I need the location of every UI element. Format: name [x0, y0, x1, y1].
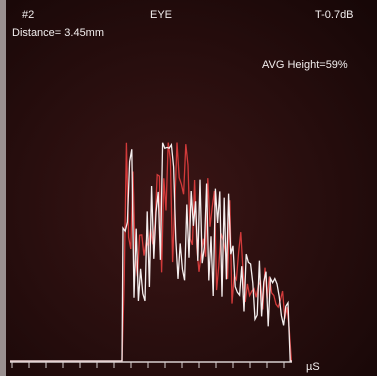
avg-height-readout: AVG Height=59%: [262, 59, 348, 71]
page: #2 EYE T-0.7dB Distance= 3.45mm AVG Heig…: [0, 0, 377, 376]
probe-label: #2: [22, 9, 34, 21]
distance-readout: Distance= 3.45mm: [12, 27, 104, 39]
gain-label: T-0.7dB: [315, 9, 354, 21]
left-bezel: [0, 0, 6, 376]
axis-unit: µS: [306, 361, 320, 373]
mode-label: EYE: [150, 9, 172, 21]
ascan-screen: #2 EYE T-0.7dB Distance= 3.45mm AVG Heig…: [0, 0, 377, 376]
